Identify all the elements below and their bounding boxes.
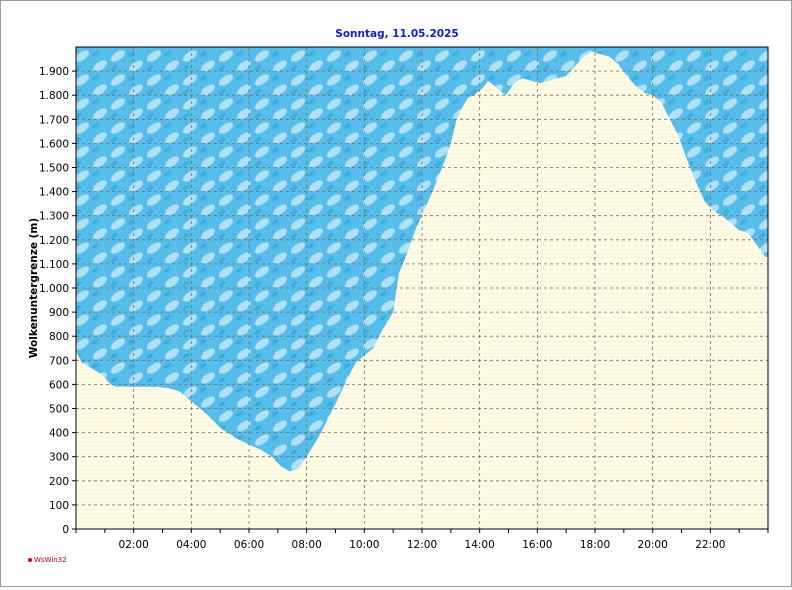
y-tick-label: 300 (49, 452, 69, 464)
grid-lines (76, 47, 768, 529)
y-tick-label: 1.000 (39, 283, 69, 295)
y-tick-label: 1.400 (39, 187, 69, 199)
y-tick-label: 1.700 (39, 114, 69, 126)
y-tick-label: 800 (49, 331, 69, 343)
x-tick-label: 08:00 (292, 539, 322, 551)
y-tick-label: 1.800 (39, 90, 69, 102)
y-tick-label: 1.500 (39, 163, 69, 175)
x-axis: 02:00 04:00 06:00 08:00 10:00 12:00 14:00 16:00… (75, 529, 769, 551)
x-tick-label: 02:00 (119, 539, 149, 551)
credit-dot-icon (28, 558, 32, 562)
y-axis: 0 100 200 300 400 500 600 700 800 900 1.000 1.100 1.… (39, 66, 76, 536)
y-tick-label: 200 (49, 476, 69, 488)
y-tick-label: 1.300 (39, 211, 69, 223)
x-tick-label: 12:00 (407, 539, 437, 551)
y-tick-label: 900 (49, 307, 69, 319)
y-tick-label: 700 (49, 355, 69, 367)
y-tick-label: 1.100 (39, 259, 69, 271)
y-tick-label: 0 (62, 524, 69, 536)
x-tick-label: 18:00 (580, 539, 610, 551)
x-tick-label: 06:00 (234, 539, 264, 551)
x-tick-label: 04:00 (176, 539, 206, 551)
x-tick-label: 22:00 (695, 539, 725, 551)
x-tick-label: 16:00 (522, 539, 552, 551)
x-tick-label: 10:00 (349, 539, 379, 551)
y-tick-label: 1.600 (39, 138, 69, 150)
y-tick-label: 400 (49, 428, 69, 440)
y-tick-label: 1.900 (39, 66, 69, 78)
y-axis-label: Wolkenuntergrenze (m) (28, 218, 40, 358)
x-tick-label: 14:00 (465, 539, 495, 551)
chart-title: Sonntag, 11.05.2025 (335, 28, 458, 40)
y-tick-label: 1.200 (39, 235, 69, 247)
credit-text: WsWin32 (34, 556, 67, 564)
x-tick-label: 20:00 (638, 539, 668, 551)
software-credit: WsWin32 (28, 556, 67, 564)
y-tick-label: 500 (49, 404, 69, 416)
plot-border (75, 46, 769, 530)
y-tick-label: 100 (49, 500, 69, 512)
y-tick-label: 600 (49, 379, 69, 391)
